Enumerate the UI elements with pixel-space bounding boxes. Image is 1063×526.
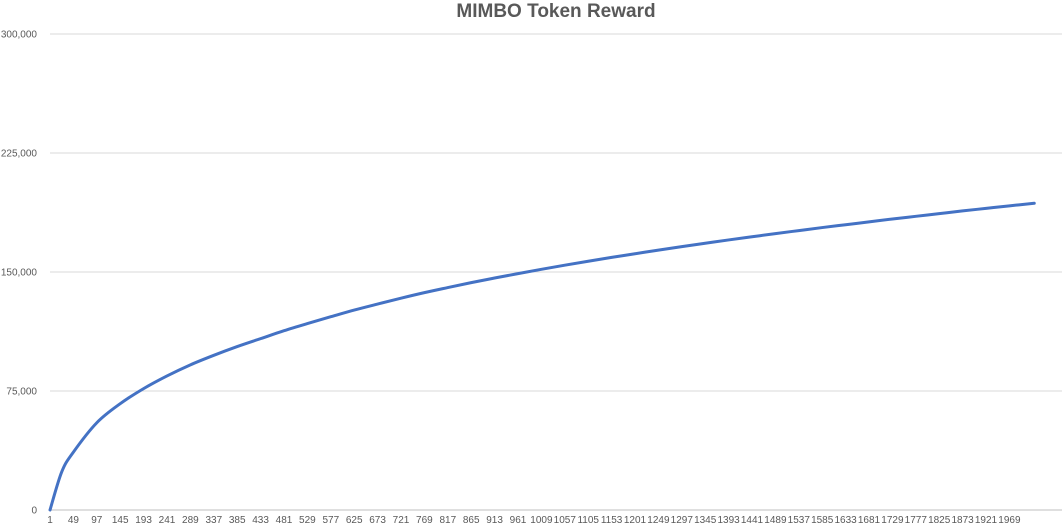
y-tick-labels: 0 75,000 150,000 225,000 300,000: [1, 30, 38, 517]
x-tick-label: 1441: [741, 515, 764, 526]
x-tick-label: 1297: [671, 515, 694, 526]
x-tick-label: 433: [252, 515, 269, 526]
x-tick-label: 145: [112, 515, 129, 526]
x-tick-label: 1201: [624, 515, 647, 526]
x-tick-label: 1777: [905, 515, 928, 526]
x-tick-label: 1633: [834, 515, 857, 526]
y-tick-label: 300,000: [1, 30, 38, 41]
x-tick-label: 769: [416, 515, 433, 526]
x-tick-label: 625: [346, 515, 363, 526]
x-tick-label: 913: [486, 515, 503, 526]
x-tick-label: 577: [322, 515, 339, 526]
x-tick-label: 721: [393, 515, 410, 526]
y-tick-label: 225,000: [1, 149, 38, 160]
gridlines: [50, 33, 1062, 392]
x-tick-label: 673: [369, 515, 386, 526]
x-tick-label: 1345: [694, 515, 717, 526]
x-tick-label: 529: [299, 515, 316, 526]
y-tick-label: 150,000: [1, 268, 38, 279]
x-tick-label: 1873: [951, 515, 974, 526]
x-tick-label: 1729: [881, 515, 904, 526]
x-tick-label: 1585: [811, 515, 834, 526]
x-tick-label: 817: [439, 515, 456, 526]
x-tick-labels: 1 49 97 145 193 241 289 337 385 433 481 529 577 625 67…: [47, 515, 1021, 526]
x-tick-label: 1969: [998, 515, 1021, 526]
x-tick-label: 1009: [530, 515, 553, 526]
y-tick-label: 0: [31, 506, 37, 517]
x-tick-label: 97: [91, 515, 103, 526]
series-group: [48, 201, 1036, 512]
x-tick-label: 193: [135, 515, 152, 526]
x-tick-label: 385: [229, 515, 246, 526]
x-tick-label: 49: [68, 515, 80, 526]
x-tick-label: 1105: [577, 515, 599, 526]
y-tick-label: 75,000: [6, 387, 37, 398]
x-tick-label: 1489: [764, 515, 787, 526]
x-tick-label: 961: [510, 515, 527, 526]
x-tick-label: 1: [47, 515, 53, 526]
x-tick-label: 1393: [717, 515, 740, 526]
chart-title: MIMBO Token Reward: [456, 1, 655, 22]
x-tick-label: 1681: [858, 515, 881, 526]
x-tick-label: 289: [182, 515, 199, 526]
x-tick-label: 337: [205, 515, 222, 526]
series-line-0: [48, 201, 1036, 512]
x-tick-label: 241: [159, 515, 176, 526]
x-tick-label: 1825: [928, 515, 951, 526]
x-tick-label: 865: [463, 515, 480, 526]
x-tick-label: 1537: [788, 515, 811, 526]
x-tick-label: 1153: [601, 515, 623, 526]
x-tick-label: 1249: [647, 515, 670, 526]
x-tick-label: 1921: [975, 515, 998, 526]
x-tick-label: 481: [276, 515, 293, 526]
x-tick-label: 1057: [554, 515, 577, 526]
